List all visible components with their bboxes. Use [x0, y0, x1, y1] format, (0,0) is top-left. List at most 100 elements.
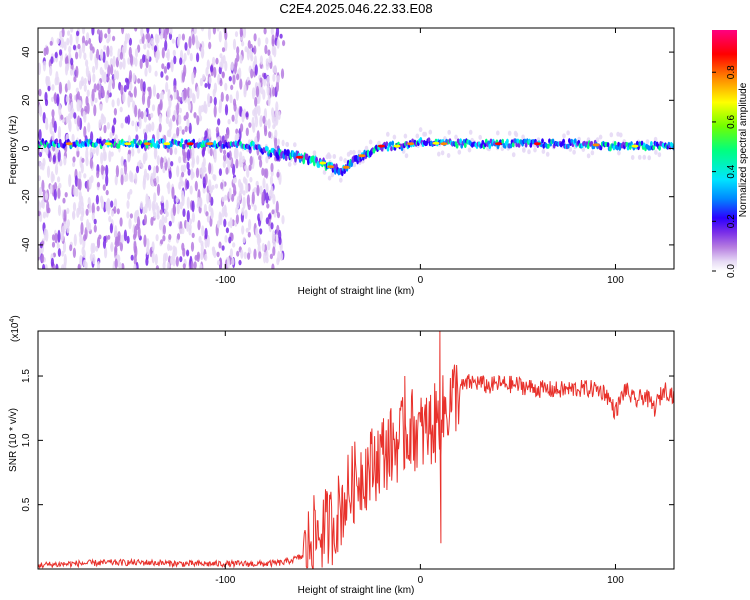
- heatmap-cell: [69, 68, 74, 76]
- heatmap-cell: [86, 89, 90, 97]
- heatmap-cell: [201, 161, 205, 173]
- heatmap-cell: [201, 225, 205, 237]
- heatmap-cell: [612, 145, 616, 151]
- heatmap-cell: [127, 57, 131, 65]
- heatmap-cell: [69, 244, 73, 252]
- heatmap-cell: [80, 76, 84, 86]
- heatmap-cell: [69, 93, 73, 100]
- heatmap-cell: [106, 76, 110, 82]
- heatmap-cell: [551, 138, 555, 144]
- heatmap-cell: [50, 257, 55, 267]
- heatmap-cell: [143, 43, 147, 50]
- heatmap-cell: [173, 85, 177, 93]
- heatmap-cell: [164, 28, 168, 41]
- heatmap-cell: [105, 189, 109, 196]
- heatmap-cell: [650, 141, 653, 147]
- heatmap-cell: [70, 28, 74, 33]
- heatmap-cell: [109, 223, 113, 234]
- heatmap-cell: [68, 174, 72, 188]
- heatmap-cell: [161, 138, 165, 144]
- heatmap-cell: [219, 61, 223, 68]
- heatmap-cell: [218, 30, 222, 43]
- heatmap-cell: [83, 84, 87, 92]
- heatmap-cell: [119, 241, 123, 252]
- heatmap-cell: [131, 120, 135, 127]
- heatmap-cell: [635, 140, 639, 146]
- heatmap-cell: [170, 161, 174, 167]
- heatmap-cell: [428, 129, 433, 135]
- heatmap-cell: [57, 149, 61, 163]
- bottom-x-tick-label: -100: [215, 575, 235, 586]
- heatmap-cell: [440, 150, 445, 156]
- heatmap-cell: [51, 234, 56, 241]
- heatmap-cell: [83, 52, 87, 61]
- heatmap-cell: [275, 232, 279, 244]
- heatmap-cell: [191, 171, 195, 179]
- heatmap-cell: [200, 240, 204, 247]
- heatmap-cell: [159, 32, 164, 40]
- heatmap-cell: [96, 48, 100, 61]
- heatmap-cell: [113, 108, 117, 116]
- y-scale-factor: (x104): [9, 315, 21, 342]
- heatmap-cell: [142, 54, 146, 64]
- heatmap-cell: [241, 40, 245, 47]
- heatmap-cell: [68, 45, 72, 54]
- heatmap-cell: [81, 157, 85, 163]
- heatmap-cell: [256, 184, 260, 197]
- heatmap-cell: [267, 49, 271, 56]
- heatmap-cell: [216, 136, 221, 142]
- heatmap-hotspot: [206, 142, 214, 146]
- heatmap-cell: [196, 52, 200, 63]
- heatmap-cell: [386, 131, 390, 137]
- heatmap-cell: [224, 60, 228, 72]
- heatmap-cell: [259, 210, 263, 222]
- heatmap-cell: [263, 72, 267, 80]
- heatmap-cell: [388, 141, 392, 147]
- heatmap-cell: [509, 143, 513, 149]
- heatmap-cell: [166, 107, 170, 118]
- heatmap-cell: [267, 118, 271, 129]
- heatmap-cell: [159, 99, 163, 111]
- heatmap-cell: [150, 112, 154, 119]
- heatmap-cell: [85, 208, 89, 216]
- heatmap-cell: [110, 64, 114, 76]
- heatmap-cell: [76, 99, 80, 112]
- heatmap-cell: [133, 240, 137, 254]
- heatmap-cell: [235, 214, 239, 225]
- heatmap-cell: [162, 261, 166, 269]
- heatmap-cell: [124, 33, 128, 45]
- heatmap-cell: [172, 250, 176, 261]
- heatmap-cell: [265, 61, 269, 71]
- heatmap-cell: [218, 241, 222, 249]
- heatmap-cell: [129, 188, 133, 195]
- heatmap-cell: [283, 148, 287, 156]
- heatmap-cell: [164, 208, 168, 214]
- heatmap-cell: [259, 228, 263, 235]
- heatmap-cell: [105, 94, 109, 104]
- heatmap-cell: [51, 241, 56, 248]
- heatmap-hotspot: [377, 144, 385, 148]
- heatmap-cell: [278, 229, 282, 241]
- heatmap-cell: [259, 115, 263, 122]
- heatmap-cell: [197, 196, 201, 208]
- heatmap-cell: [166, 62, 170, 70]
- heatmap-cell: [62, 197, 66, 204]
- heatmap-cell: [200, 28, 205, 32]
- heatmap-cell: [213, 66, 217, 78]
- heatmap-cell: [241, 110, 245, 123]
- heatmap-cell: [213, 140, 217, 146]
- heatmap-cell: [120, 84, 124, 96]
- heatmap-cell: [47, 207, 51, 214]
- heatmap-cell: [161, 47, 165, 59]
- heatmap-cell: [642, 154, 647, 160]
- heatmap-cell: [191, 33, 195, 46]
- heatmap-cell: [218, 105, 222, 114]
- heatmap-cell: [215, 126, 219, 134]
- heatmap-cell: [167, 181, 171, 195]
- heatmap-cell: [196, 115, 200, 126]
- heatmap-cell: [276, 138, 281, 146]
- heatmap-cell: [168, 121, 172, 128]
- heatmap-cell: [134, 28, 138, 32]
- snr-marks: [38, 331, 674, 569]
- heatmap-cell: [141, 92, 146, 105]
